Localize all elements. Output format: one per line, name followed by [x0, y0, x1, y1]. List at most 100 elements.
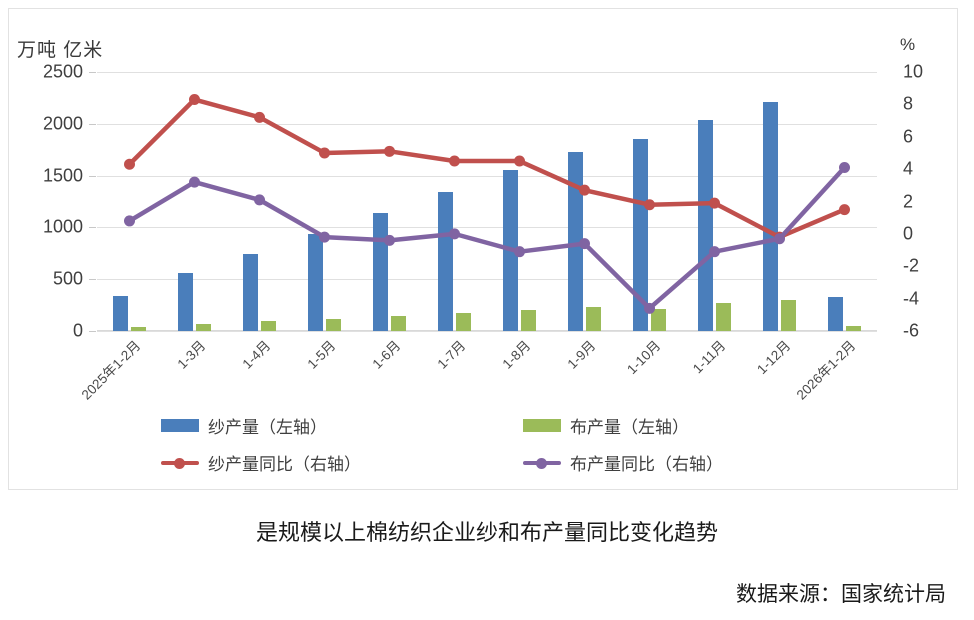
right-axis-tick-label: -2	[903, 255, 920, 276]
bar-cloth-output	[651, 308, 666, 331]
right-axis-tick-label: 0	[903, 223, 914, 244]
bar-cloth-output	[781, 299, 796, 331]
category-axis-line	[97, 330, 877, 331]
legend-row: 纱产量（左轴） 布产量（左轴）	[97, 413, 887, 438]
line-marker: 布产量同比（右轴） 1-4月: 2.1%	[254, 194, 265, 206]
bar-cloth-output	[846, 326, 861, 331]
bar-yarn-output	[373, 212, 388, 331]
left-axis-tick-label: 1000	[42, 216, 83, 237]
line-marker: 布产量同比（右轴） 1-3月: 3.2%	[189, 176, 200, 188]
bar-cloth-output	[261, 320, 276, 331]
line-marker: 纱产量同比（右轴） 1-8月: 4.5%	[514, 155, 525, 167]
left-axis-tick-label: 500	[52, 268, 83, 289]
line-marker: 纱产量同比（右轴） 2025年1-2月: 4.3%	[124, 158, 135, 170]
bar-cloth-output	[391, 315, 406, 331]
gridline	[97, 331, 877, 332]
bar-yarn-output	[763, 102, 778, 331]
legend-line-marker-icon	[523, 456, 561, 469]
legend-item[interactable]: 纱产量（左轴）	[161, 413, 461, 438]
left-axis-tick-label: 2500	[42, 61, 83, 82]
line-marker: 布产量同比（右轴） 1-11月: -1.1%	[709, 246, 720, 258]
bar-yarn-output	[568, 151, 583, 331]
gridline	[97, 123, 877, 125]
right-axis-tick-label: 6	[903, 126, 914, 147]
legend-label: 纱产量同比（右轴）	[208, 455, 361, 474]
bar-yarn-output	[698, 120, 713, 331]
line-marker: 纱产量同比（右轴） 2026年1-2月: 1.5%	[839, 204, 850, 216]
gridline	[97, 175, 877, 177]
line-marker: 纱产量同比（右轴） 1-3月: 8.3%	[189, 94, 200, 106]
left-axis-tick-mark	[89, 72, 96, 73]
legend-item[interactable]: 纱产量同比（右轴）	[161, 450, 461, 475]
right-axis-tick-label: -6	[903, 320, 920, 341]
plot-area: 纱产量同比（右轴） 2025年1-2月: 4.3% 纱产量同比（右轴） 1-3月:…	[97, 72, 877, 332]
bar-yarn-output	[113, 295, 128, 331]
line-marker: 布产量同比（右轴） 1-5月: -0.2%	[319, 231, 330, 243]
right-axis-tick-label: 4	[903, 158, 914, 179]
line-series-layer: 纱产量同比（右轴） 2025年1-2月: 4.3% 纱产量同比（右轴） 1-3月:…	[124, 94, 850, 314]
line-yarn-yoy	[127, 97, 847, 240]
bar-cloth-output	[586, 306, 601, 331]
right-value-axis: -6 -4 -2 0 2 4 6 8 10	[881, 62, 951, 341]
bar-yarn-output	[243, 253, 258, 331]
line-marker: 纱产量同比（右轴） 1-9月: 2.7%	[579, 184, 590, 196]
line-marker: 布产量同比（右轴） 1-9月: -0.6%	[579, 238, 590, 250]
left-axis-tick-mark	[89, 227, 96, 229]
line-marker: 纱产量同比（右轴） 1-10月: 1.8%	[644, 199, 655, 211]
left-axis-tick-label: 0	[72, 320, 83, 341]
line-marker: 布产量同比（右轴） 1-10月: -4.6%	[644, 302, 655, 314]
left-axis-tick-mark	[89, 175, 96, 177]
legend-line-marker-icon	[161, 456, 199, 469]
bar-yarn-output	[633, 138, 648, 331]
legend-label: 纱产量（左轴）	[208, 418, 327, 437]
gridline	[97, 72, 877, 73]
right-axis-unit-label: %	[900, 35, 916, 54]
legend-swatch-icon	[161, 419, 199, 432]
left-axis-tick-label: 1500	[42, 165, 83, 186]
line-marker: 布产量同比（右轴） 2026年1-2月: 4.1%	[839, 162, 850, 174]
left-axis-tick-mark	[89, 331, 96, 332]
data-source-note: 数据来源：国家统计局	[736, 582, 946, 606]
left-axis-tick-label: 2000	[42, 113, 83, 134]
line-marker: 纱产量同比（右轴） 1-6月: 5.1%	[384, 145, 395, 157]
bar-cloth-output	[131, 326, 146, 331]
line-marker: 纱产量同比（右轴） 1-11月: 1.9%	[709, 197, 720, 209]
line-marker: 布产量同比（右轴） 1-6月: -0.4%	[384, 234, 395, 246]
line-cloth-yoy	[127, 165, 847, 311]
gridline	[97, 227, 877, 229]
line-marker: 纱产量同比（右轴） 1-4月: 7.2%	[254, 111, 265, 123]
gridline	[97, 279, 877, 281]
chart-caption: 是规模以上棉纺织企业纱和布产量同比变化趋势	[255, 521, 718, 546]
bar-yarn-output	[828, 296, 843, 331]
chart-frame: 万吨 亿米 % 0 500 1000 1500 2000 2500 -6 -4 -2 0 2 4 6 8…	[8, 8, 958, 490]
legend-row: 纱产量同比（右轴） 布产量同比（右轴）	[97, 450, 887, 475]
line-marker: 布产量同比（右轴） 1-8月: -1.1%	[514, 246, 525, 258]
left-value-axis: 0 500 1000 1500 2000 2500	[21, 62, 96, 341]
chart-legend: 纱产量（左轴） 布产量（左轴） 纱产量同比（右轴） 布产量同比（右轴）	[97, 413, 887, 487]
legend-item[interactable]: 布产量同比（右轴）	[523, 450, 823, 475]
bar-cloth-output	[196, 323, 211, 331]
left-axis-tick-mark	[89, 123, 96, 125]
legend-label: 布产量同比（右轴）	[570, 455, 723, 474]
line-marker: 布产量同比（右轴） 2025年1-2月: 0.8%	[124, 215, 135, 227]
bar-cloth-output	[716, 303, 731, 331]
bar-cloth-output	[456, 312, 471, 331]
legend-item[interactable]: 布产量（左轴）	[523, 413, 823, 438]
bar-cloth-output	[521, 309, 536, 331]
bar-yarn-output	[178, 273, 193, 331]
legend-swatch-icon	[523, 419, 561, 432]
line-marker: 布产量同比（右轴） 1-12月: -0.3%	[774, 233, 785, 245]
bar-yarn-output	[438, 192, 453, 331]
right-axis-tick-label: -4	[903, 288, 920, 309]
right-axis-tick-label: 8	[903, 93, 914, 114]
right-axis-tick-label: 10	[903, 61, 924, 82]
left-axis-tick-mark	[89, 279, 96, 281]
line-marker: 纱产量同比（右轴） 1-7月: 4.5%	[449, 155, 460, 167]
line-marker: 纱产量同比（右轴） 1-5月: 5%	[319, 147, 330, 159]
legend-label: 布产量（左轴）	[570, 418, 689, 437]
bar-yarn-output	[308, 233, 323, 331]
left-axis-unit-label: 万吨 亿米	[17, 40, 104, 61]
line-marker: 布产量同比（右轴） 1-7月: 0%	[449, 228, 460, 240]
right-axis-tick-label: 2	[903, 191, 914, 211]
bar-cloth-output	[326, 318, 341, 331]
